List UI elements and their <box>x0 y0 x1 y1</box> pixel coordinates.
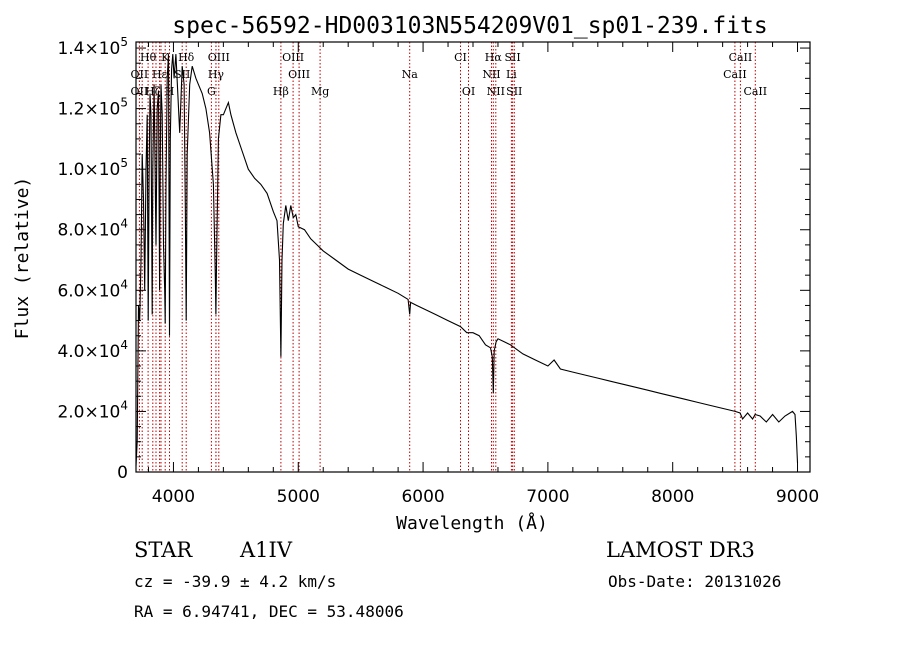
line-label: OIII <box>208 51 230 64</box>
observation-date: Obs-Date: 20131026 <box>608 572 782 591</box>
y-tick-label: 8.0×104 <box>57 217 128 241</box>
line-label: K <box>161 51 170 64</box>
line-label: Hγ <box>208 68 225 81</box>
line-label: OII <box>131 68 149 81</box>
line-label: CaII <box>743 85 767 98</box>
survey-name: LAMOST DR3 <box>606 538 755 562</box>
line-label: CI <box>454 51 467 64</box>
coordinates: RA = 6.94741, DEC = 53.48006 <box>134 602 404 621</box>
line-label: Hζ <box>145 85 161 98</box>
line-label: OI <box>462 85 475 98</box>
x-tick-label: 6000 <box>401 487 444 507</box>
redshift-velocity: cz = -39.9 ± 4.2 km/s <box>134 572 337 591</box>
x-tick-label: 8000 <box>651 487 694 507</box>
chart-title: spec-56592-HD003103N554209V01_sp01-239.f… <box>172 13 767 39</box>
plot-frame <box>135 41 811 473</box>
line-label: Hβ <box>273 85 289 98</box>
line-label: NII <box>487 85 505 98</box>
line-label: SII <box>506 85 522 98</box>
spectral-line-markers <box>138 42 756 472</box>
object-class: STAR <box>134 538 193 562</box>
object-subclass: A1IV <box>240 538 292 562</box>
spectrum-chart: spec-56592-HD003103N554209V01_sp01-239.f… <box>12 13 819 534</box>
x-tick-label: 5000 <box>277 487 320 507</box>
line-label: OIII <box>282 51 304 64</box>
line-label: Hα <box>485 51 503 64</box>
y-tick-label: 1.0×105 <box>57 156 128 180</box>
y-tick-label: 1.2×105 <box>57 96 128 120</box>
line-label: Li <box>506 68 517 81</box>
line-label: OII <box>131 85 149 98</box>
y-tick-label: 0 <box>117 463 128 483</box>
line-label: Na <box>402 68 419 81</box>
line-label: CaII <box>723 68 747 81</box>
line-label: Hθ <box>140 51 157 64</box>
x-tick-label: 7000 <box>526 487 569 507</box>
x-tick-label: 9000 <box>776 487 819 507</box>
line-label: Mg <box>311 85 329 98</box>
line-label: Hδ <box>178 51 195 64</box>
line-label: SII <box>504 51 520 64</box>
line-label: Hε <box>152 68 168 81</box>
y-axis: 0 2.0×104 4.0×104 6.0×104 8.0×104 1.0×105 1.2×… <box>57 35 810 483</box>
x-tick-label: 4000 <box>152 487 195 507</box>
y-axis-label: Flux (relative) <box>12 177 33 340</box>
line-label: H <box>165 85 175 98</box>
x-axis-label: Wavelength (Å) <box>396 512 548 534</box>
line-label: NII <box>482 68 500 81</box>
y-tick-label: 2.0×104 <box>57 398 128 422</box>
line-label: OIII <box>288 68 310 81</box>
line-label: CaII <box>729 51 753 64</box>
line-label: G <box>207 85 216 98</box>
y-tick-label: 4.0×104 <box>57 338 128 362</box>
y-tick-label: 1.4×105 <box>57 35 128 59</box>
y-tick-label: 6.0×104 <box>57 277 128 301</box>
x-axis: 4000 5000 6000 7000 8000 9000 <box>147 42 819 507</box>
spectrum-line <box>135 54 799 466</box>
